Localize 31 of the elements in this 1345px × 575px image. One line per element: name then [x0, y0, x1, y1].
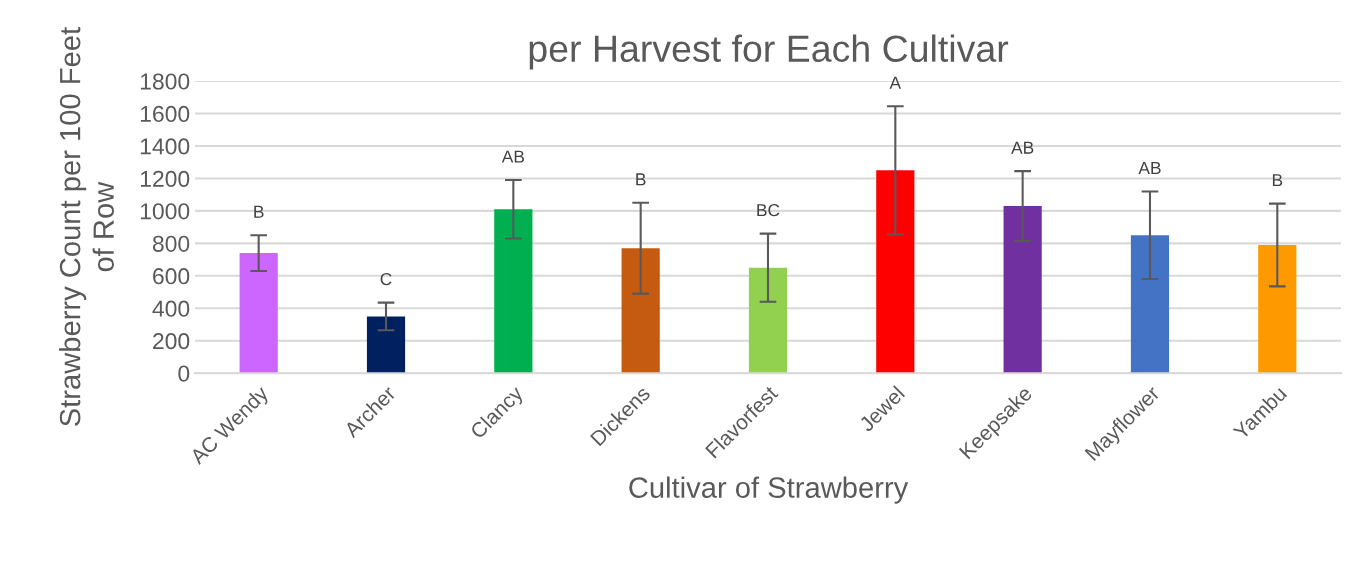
- y-tick-label: 1600: [140, 105, 190, 123]
- annotation: BC: [757, 204, 780, 217]
- bar: [239, 253, 278, 374]
- bar: [366, 316, 406, 374]
- y-tick-label: 400: [152, 300, 190, 317]
- x-axis-title: Cultivar of Strawberry: [629, 476, 909, 504]
- annotation: AB: [1011, 141, 1034, 154]
- y-tick-label: 1000: [140, 203, 190, 220]
- y-tick-label: 800: [152, 235, 190, 252]
- bar: [494, 209, 533, 374]
- bar: [748, 267, 788, 374]
- bar: [1258, 244, 1297, 374]
- annotation: C: [380, 272, 392, 286]
- chart-title: per Harvest for Each Cultivar: [529, 34, 1009, 70]
- y-tick-label: 0: [178, 365, 190, 382]
- annotation: A: [889, 76, 902, 89]
- y-tick-label: 200: [153, 333, 190, 350]
- bar: [876, 170, 915, 374]
- bar: [1003, 206, 1042, 374]
- annotation: B: [1272, 174, 1283, 187]
- annotation: AB: [501, 150, 524, 163]
- y-tick-label: 1800: [140, 73, 190, 90]
- bar: [621, 248, 660, 374]
- y-tick-label: 1400: [140, 138, 190, 155]
- y-axis-title: Strawberry Count per 100 Feet of Row: [59, 27, 114, 426]
- annotation: B: [636, 173, 646, 186]
- annotation: AB: [1138, 161, 1161, 174]
- y-tick-label: 1200: [140, 170, 190, 187]
- annotation: B: [254, 205, 264, 218]
- y-tick-label: 600: [153, 268, 190, 285]
- bar: [1130, 235, 1170, 374]
